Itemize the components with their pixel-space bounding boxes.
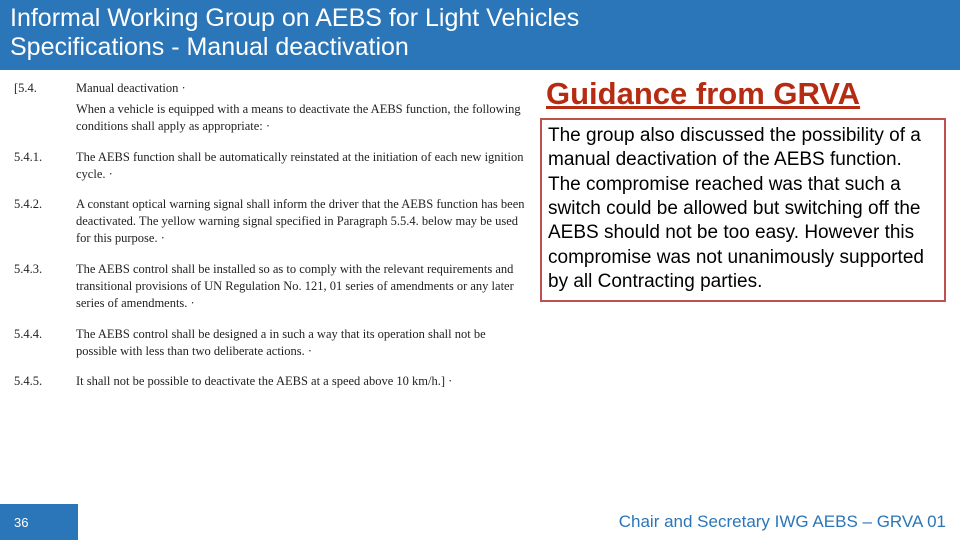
guidance-title: Guidance from GRVA xyxy=(546,76,946,112)
spec-item: 5.4.3. The AEBS control shall be install… xyxy=(14,261,528,312)
spec-text: The AEBS control shall be installed so a… xyxy=(76,261,528,312)
header-line-2: Specifications - Manual deactivation xyxy=(10,33,950,62)
slide-footer: 36 Chair and Secretary IWG AEBS – GRVA 0… xyxy=(0,504,960,540)
guidance-box: The group also discussed the possibility… xyxy=(540,118,946,302)
spec-text: A constant optical warning signal shall … xyxy=(76,196,528,247)
content-area: [5.4. Manual deactivation · When a vehic… xyxy=(0,70,960,500)
spec-number: 5.4.5. xyxy=(14,373,76,390)
spec-number: [5.4. xyxy=(14,80,76,135)
footer-credit: Chair and Secretary IWG AEBS – GRVA 01 xyxy=(78,512,960,532)
spec-text: The AEBS function shall be automatically… xyxy=(76,149,528,183)
spec-title: Manual deactivation · xyxy=(76,80,528,97)
spec-item: 5.4.1. The AEBS function shall be automa… xyxy=(14,149,528,183)
spec-number: 5.4.3. xyxy=(14,261,76,312)
spec-item: 5.4.5. It shall not be possible to deact… xyxy=(14,373,528,390)
spec-item: 5.4.4. The AEBS control shall be designe… xyxy=(14,326,528,360)
spec-body: Manual deactivation · When a vehicle is … xyxy=(76,80,528,135)
spec-number: 5.4.4. xyxy=(14,326,76,360)
guidance-column: Guidance from GRVA The group also discus… xyxy=(540,70,960,500)
guidance-body: The group also discussed the possibility… xyxy=(548,125,924,292)
spec-number: 5.4.2. xyxy=(14,196,76,247)
spec-item: 5.4.2. A constant optical warning signal… xyxy=(14,196,528,247)
spec-item: [5.4. Manual deactivation · When a vehic… xyxy=(14,80,528,135)
page-number: 36 xyxy=(0,504,78,540)
spec-text: The AEBS control shall be designed a in … xyxy=(76,326,528,360)
spec-number: 5.4.1. xyxy=(14,149,76,183)
spec-text: When a vehicle is equipped with a means … xyxy=(76,101,528,135)
header-line-1: Informal Working Group on AEBS for Light… xyxy=(10,4,950,33)
spec-text: It shall not be possible to deactivate t… xyxy=(76,373,528,390)
slide-header: Informal Working Group on AEBS for Light… xyxy=(0,0,960,70)
specification-column: [5.4. Manual deactivation · When a vehic… xyxy=(0,70,540,500)
